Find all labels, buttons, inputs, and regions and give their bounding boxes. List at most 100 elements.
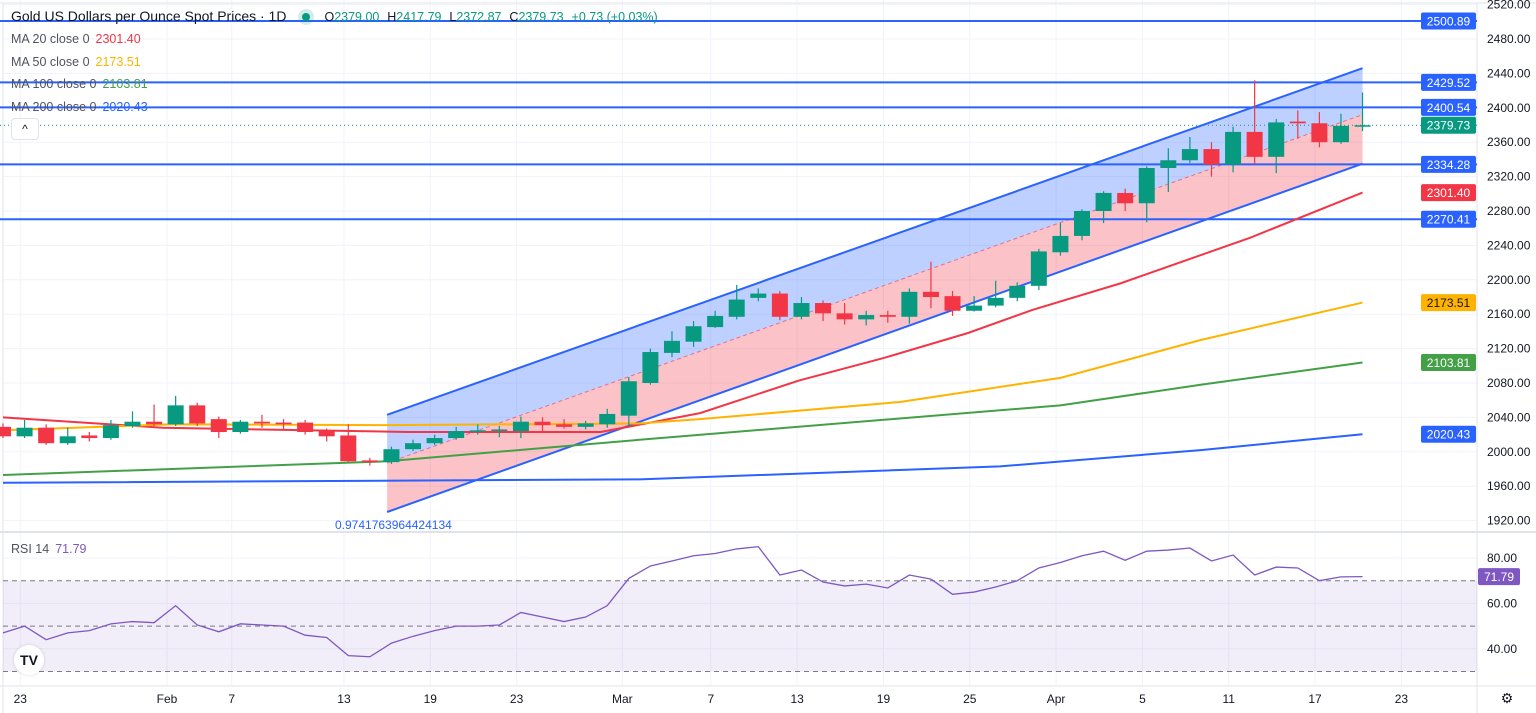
candle [1052, 223, 1069, 256]
ma20-legend[interactable]: MA 20 close 0 2301.40 [11, 32, 141, 46]
time-tick-label: 13 [790, 692, 804, 706]
candle [1203, 142, 1220, 177]
rsi-line [2, 545, 1363, 658]
candle [707, 310, 724, 328]
price-badge-bg [1421, 210, 1476, 228]
candle-body [707, 315, 724, 328]
price-tick-label: 2080.00 [1487, 376, 1531, 390]
candle-body [253, 421, 270, 424]
rsi-tick-label: 40.00 [1487, 642, 1517, 656]
price-tick-label: 2240.00 [1487, 238, 1531, 252]
candle [771, 290, 788, 321]
time-tick-label: Apr [1047, 692, 1066, 706]
candle-body [599, 413, 616, 425]
time-tick-label: 23 [510, 692, 524, 706]
candle [297, 419, 314, 435]
candle-body [556, 424, 573, 427]
ma200-legend[interactable]: MA 200 close 0 2020.43 [11, 100, 148, 114]
price-tick-label: 2000.00 [1487, 445, 1531, 459]
price-tick-label: 2360.00 [1487, 135, 1531, 149]
candle [1311, 112, 1328, 148]
candle-body [922, 291, 939, 297]
candle-body [1268, 122, 1285, 157]
rsi-tick-label: 80.00 [1487, 551, 1517, 565]
candle-body [642, 352, 659, 383]
price-badge-label: 2334.28 [1427, 158, 1471, 172]
candle [944, 290, 961, 316]
candle-body [1181, 149, 1198, 161]
candle [59, 427, 76, 445]
price-badge-label: 2103.81 [1427, 356, 1471, 370]
ma-line-ma100 [2, 361, 1363, 477]
candle-body [318, 431, 335, 437]
candle-body [491, 429, 508, 431]
close-value: C2379.73 [509, 10, 564, 24]
candle [340, 424, 357, 463]
time-tick-label: 5 [1139, 692, 1146, 706]
channel-middle-line [386, 114, 1363, 464]
candle-body [836, 313, 853, 320]
price-tick-label: 2120.00 [1487, 342, 1531, 356]
candle-body [1225, 131, 1242, 165]
candle-body [297, 422, 314, 433]
candle-body [1138, 168, 1155, 204]
candle [685, 321, 702, 347]
candle [318, 428, 335, 442]
candle [1181, 137, 1198, 163]
candle [1225, 126, 1242, 173]
price-badge: 2334.28 [1421, 155, 1476, 173]
candle [448, 426, 465, 440]
ma100-legend[interactable]: MA 100 close 0 2103.81 [11, 77, 148, 91]
rsi-tick-label: 60.00 [1487, 596, 1517, 610]
price-badge-label: 2400.54 [1427, 101, 1471, 115]
candle-body [232, 421, 249, 433]
price-badge-bg [1421, 98, 1476, 116]
channel-upper-fill [387, 68, 1363, 463]
candle-body [620, 381, 637, 416]
price-badge-bg [1421, 116, 1476, 134]
high-value: H2417.79 [387, 10, 442, 24]
gear-icon[interactable]: ⚙ [1500, 690, 1514, 706]
price-badge-label: 2429.52 [1427, 76, 1471, 90]
candle-body [1332, 125, 1349, 143]
candle [1074, 209, 1090, 241]
time-tick-label: 23 [14, 692, 28, 706]
collapse-legend-button[interactable]: ^ [11, 118, 39, 140]
price-badge-bg [1421, 155, 1476, 173]
candle [383, 446, 400, 464]
price-badge-label: 2173.51 [1427, 296, 1471, 310]
price-tick-label: 2520.00 [1487, 0, 1531, 12]
chart-legend-title: Gold US Dollars per Ounce Spot Prices · … [11, 8, 658, 24]
candle-body [210, 419, 227, 433]
candle-body [1030, 251, 1047, 286]
candle-body [102, 425, 119, 439]
rsi-legend[interactable]: RSI 14 71.79 [11, 542, 87, 556]
candle-body [1354, 125, 1371, 127]
candle [1117, 188, 1134, 211]
candle [124, 411, 141, 428]
candle-body [987, 297, 1004, 306]
candle-body [577, 423, 594, 427]
price-badge: 2270.41 [1421, 210, 1476, 228]
ma50-legend[interactable]: MA 50 close 0 2173.51 [11, 55, 141, 69]
price-tick-label: 2160.00 [1487, 307, 1531, 321]
ma-line-ma200 [2, 433, 1363, 484]
symbol-title[interactable]: Gold US Dollars per Ounce Spot Prices · … [11, 8, 287, 24]
candle [987, 280, 1004, 308]
candle-body [189, 405, 206, 424]
candle-body [383, 449, 400, 463]
candle-body [663, 340, 680, 353]
candle [38, 424, 55, 445]
candle [210, 416, 227, 439]
candle-body [1160, 160, 1177, 168]
candle-body [59, 436, 76, 444]
candle-body [81, 435, 98, 439]
market-status-icon [302, 12, 311, 21]
price-tick-label: 1920.00 [1487, 514, 1531, 528]
tradingview-logo[interactable]: TV [14, 645, 44, 675]
candle-body [879, 315, 896, 317]
ma-line-ma20 [2, 191, 1363, 434]
candle [1009, 282, 1026, 302]
